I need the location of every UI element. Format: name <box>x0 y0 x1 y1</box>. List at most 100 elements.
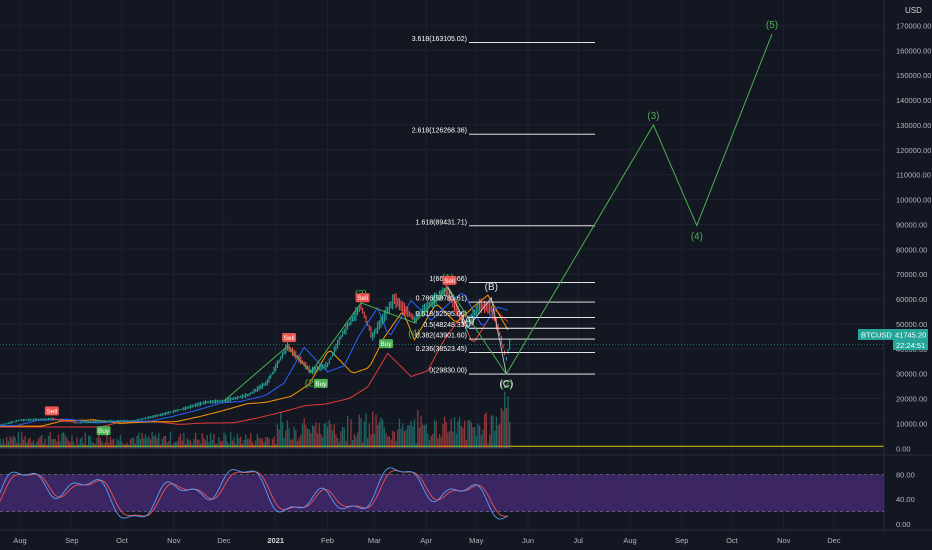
signal-label: Sell <box>357 295 368 302</box>
volume-bar <box>153 436 155 449</box>
price-tick-label: 30000.00 <box>896 370 927 379</box>
time-tick-label: Oct <box>726 536 739 545</box>
volume-bar <box>169 431 172 449</box>
volume-bar <box>341 426 344 449</box>
volume-bar <box>328 419 330 449</box>
volume-bar <box>423 425 426 449</box>
price-tick-label: 110000.00 <box>896 171 931 180</box>
price-series <box>0 283 511 427</box>
fib-label: 0(29830.00) <box>429 368 467 375</box>
volume-bar <box>6 437 8 449</box>
price-badge: BTCUSD 41745.20 22:24:51 <box>858 329 928 350</box>
volume-bar <box>363 421 365 449</box>
volume-bar <box>393 431 396 449</box>
volume-bar <box>340 431 342 449</box>
volume-bar <box>230 431 232 449</box>
wave-label: (4) <box>691 232 703 243</box>
ma-orange-line <box>0 294 509 427</box>
volume-bar <box>427 433 429 449</box>
time-axis[interactable]: Aug Sep Oct Nov Dec 2021 Feb Mar Apr May Jun Jul Aug… <box>13 536 840 545</box>
signal-label: Buy <box>98 428 110 435</box>
volume-bar <box>248 439 250 449</box>
volume-bar <box>275 444 277 449</box>
volume-bar <box>143 438 145 449</box>
volume-bar <box>325 422 327 449</box>
fibonacci-levels: 3.618(163105.02) 2.618(126268.36) 1.618(89… <box>412 36 595 375</box>
volume-bar <box>288 428 290 449</box>
volume-bar <box>362 442 364 449</box>
volume-bar <box>161 438 163 449</box>
volume-bar <box>367 438 369 449</box>
bar-countdown: 22:24:51 <box>896 341 925 350</box>
volume-bar <box>480 435 482 449</box>
volume-bar <box>256 433 259 449</box>
volume-bar <box>392 430 394 449</box>
volume-bar <box>452 431 454 449</box>
volume-bar <box>76 437 78 449</box>
volume-bar <box>504 391 506 449</box>
volume-bar <box>315 422 317 449</box>
volume-bar <box>499 423 501 449</box>
volume-bar <box>245 434 247 449</box>
fib-label: 3.618(163105.02) <box>412 36 467 43</box>
stoch-tick-label: 0.00 <box>896 520 911 529</box>
signal-badge <box>313 378 328 388</box>
volume-bar <box>323 423 325 449</box>
volume-bar <box>440 436 442 449</box>
volume-bar <box>79 438 81 449</box>
volume-bar <box>206 435 208 449</box>
time-tick-label: Sep <box>675 536 688 545</box>
volume-bar <box>46 444 48 449</box>
volume-bar <box>49 431 51 449</box>
volume-bar <box>59 441 61 449</box>
time-tick-label: Nov <box>777 536 791 545</box>
volume-bar <box>96 437 98 449</box>
price-tick-label: 120000.00 <box>896 146 931 155</box>
volume-bar <box>243 439 245 449</box>
volume-bar <box>425 423 427 449</box>
volume-bar <box>377 424 379 449</box>
volume-bar <box>281 422 284 449</box>
volume-bar <box>305 424 307 449</box>
volume-bar <box>460 426 462 449</box>
volume-bar <box>198 439 200 449</box>
volume-bar <box>41 434 43 449</box>
volume-bar <box>448 430 451 449</box>
correction-wave-line <box>447 286 507 375</box>
volume-bar <box>108 442 110 449</box>
volume-bar <box>268 438 270 449</box>
volume-bar <box>64 434 66 449</box>
volume-bar <box>435 421 437 449</box>
volume-bar <box>194 432 197 449</box>
volume-bar <box>463 420 466 449</box>
volume-bar <box>171 444 173 449</box>
volume-bar <box>398 418 401 449</box>
volume-bar <box>111 439 113 449</box>
volume-bar <box>442 424 444 449</box>
volume-bar <box>387 436 389 449</box>
signal-label: Sell <box>284 335 295 342</box>
volume-bar <box>12 435 15 449</box>
volume-bar <box>181 440 183 449</box>
volume-bar <box>420 415 422 449</box>
volume-bar <box>382 419 384 449</box>
volume-bar <box>168 440 170 449</box>
volume-bar <box>494 430 496 449</box>
volume-bar <box>186 438 188 449</box>
volume-bar <box>500 407 503 449</box>
fib-label: 2.618(126268.36) <box>412 128 467 135</box>
volume-bar <box>121 441 123 449</box>
volume-bar <box>118 440 120 449</box>
volume-bar <box>301 423 304 449</box>
volume-bar <box>415 443 417 449</box>
volume-bar <box>2 439 5 449</box>
volume-bar <box>184 444 187 449</box>
signal-label: Buy <box>380 341 392 348</box>
volume-bar <box>316 433 319 449</box>
volume-bar <box>495 416 498 449</box>
volume-bar <box>351 439 354 449</box>
volume-bar <box>189 440 192 449</box>
volume-bar <box>72 441 75 449</box>
volume-bar <box>468 419 471 449</box>
